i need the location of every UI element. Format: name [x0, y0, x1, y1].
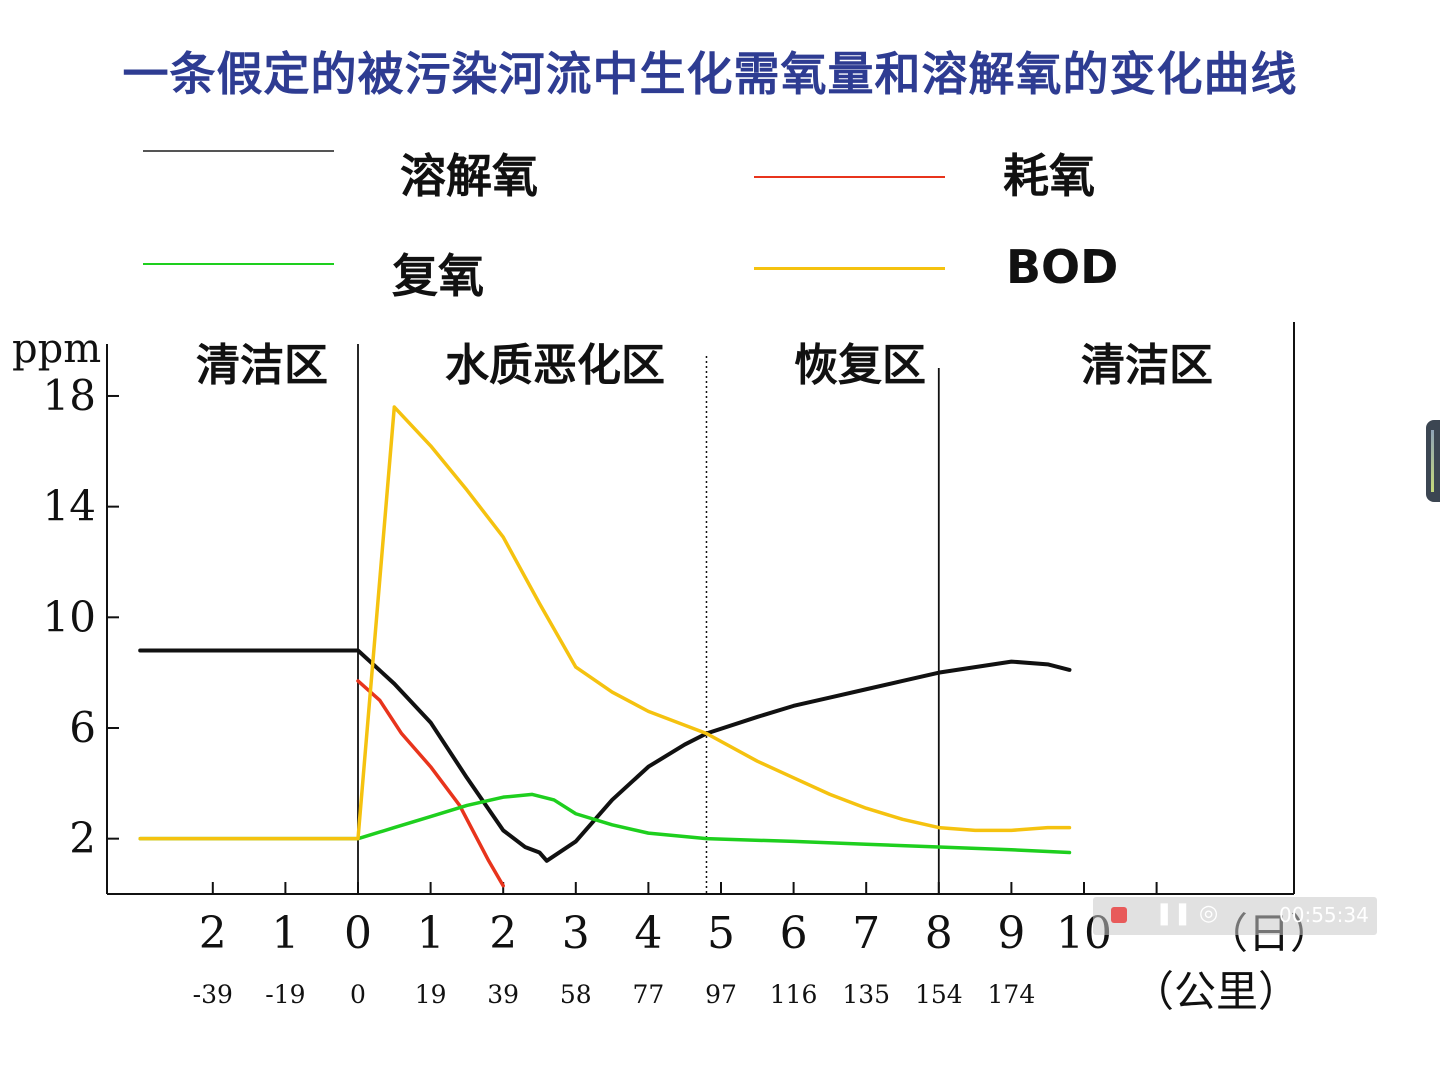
- x-tick-label-day: 7: [852, 908, 880, 959]
- page-title: 一条假定的被污染河流中生化需氧量和溶解氧的变化曲线: [122, 47, 1298, 101]
- record-icon[interactable]: [1111, 907, 1127, 923]
- x-tick-label-km: 135: [842, 980, 890, 1009]
- x-tick-label-day: 0: [344, 908, 372, 959]
- zone-label: 清洁区: [1081, 340, 1213, 391]
- series-line-reaeration: [138, 792, 1072, 855]
- zone-label: 清洁区: [196, 340, 328, 391]
- camera-icon[interactable]: ◎: [1199, 901, 1219, 926]
- series-line-bod: [138, 405, 1072, 841]
- x-tick-label-day: 8: [925, 908, 953, 959]
- x-tick-label-day: 2: [199, 908, 227, 959]
- x-tick-label-km: 0: [350, 980, 366, 1009]
- x-tick-label-km: 19: [415, 980, 447, 1009]
- x-tick-label-day: 2: [489, 908, 517, 959]
- series-line-consumption: [356, 679, 505, 888]
- x-tick-label-km: -19: [265, 980, 305, 1009]
- x-tick-label-km: 174: [988, 980, 1036, 1009]
- y-tick-label: 18: [43, 371, 96, 420]
- series-line-do: [138, 648, 1072, 863]
- y-axis-label: ppm: [12, 326, 101, 372]
- zone-label: 恢复区: [794, 340, 926, 391]
- x-tick-label-day: 6: [780, 908, 808, 959]
- x-tick-label-day: 3: [562, 908, 590, 959]
- legend-label-consumption: 耗氧: [1003, 149, 1095, 203]
- x-tick-label-day: 1: [417, 908, 445, 959]
- x-tick-label-km: 58: [560, 980, 592, 1009]
- pause-icon[interactable]: ❚❚: [1155, 901, 1192, 926]
- x-tick-label-day: 1: [271, 908, 299, 959]
- x-tick-label-day: 5: [707, 908, 735, 959]
- y-tick-label: 2: [69, 814, 96, 863]
- x-tick-label-km: 97: [705, 980, 737, 1009]
- x-tick-label-km: -39: [193, 980, 233, 1009]
- x-tick-label-day: 4: [634, 908, 662, 959]
- x-tick-label-day: 9: [997, 908, 1025, 959]
- legend-swatch-bod: [754, 267, 945, 270]
- recording-timer: 00:55:34: [1279, 903, 1369, 927]
- x-tick-label-km: 116: [770, 980, 818, 1009]
- x-tick-label-km: 39: [487, 980, 519, 1009]
- x-tick-label-km: 154: [915, 980, 963, 1009]
- legend-swatch-consumption: [754, 176, 945, 178]
- screen-recorder-widget[interactable]: ❚❚ ◎ 00:55:34: [1093, 897, 1377, 935]
- side-panel-handle[interactable]: [1426, 420, 1440, 502]
- legend-swatch-do: [143, 150, 334, 152]
- y-tick-label: 14: [43, 482, 96, 531]
- x-tick-label-km: 77: [632, 980, 664, 1009]
- legend-label-reaeration: 复氧: [392, 249, 484, 303]
- x-axis-label-km: （公里）: [1132, 967, 1300, 1016]
- y-tick-label: 6: [69, 703, 96, 752]
- legend-label-do: 溶解氧: [400, 149, 538, 203]
- legend-swatch-reaeration: [143, 263, 334, 265]
- zone-label: 水质恶化区: [445, 340, 665, 391]
- handle-grip-icon: [1431, 430, 1434, 492]
- legend-label-bod: BOD: [1006, 240, 1119, 294]
- y-tick-label: 10: [43, 592, 96, 641]
